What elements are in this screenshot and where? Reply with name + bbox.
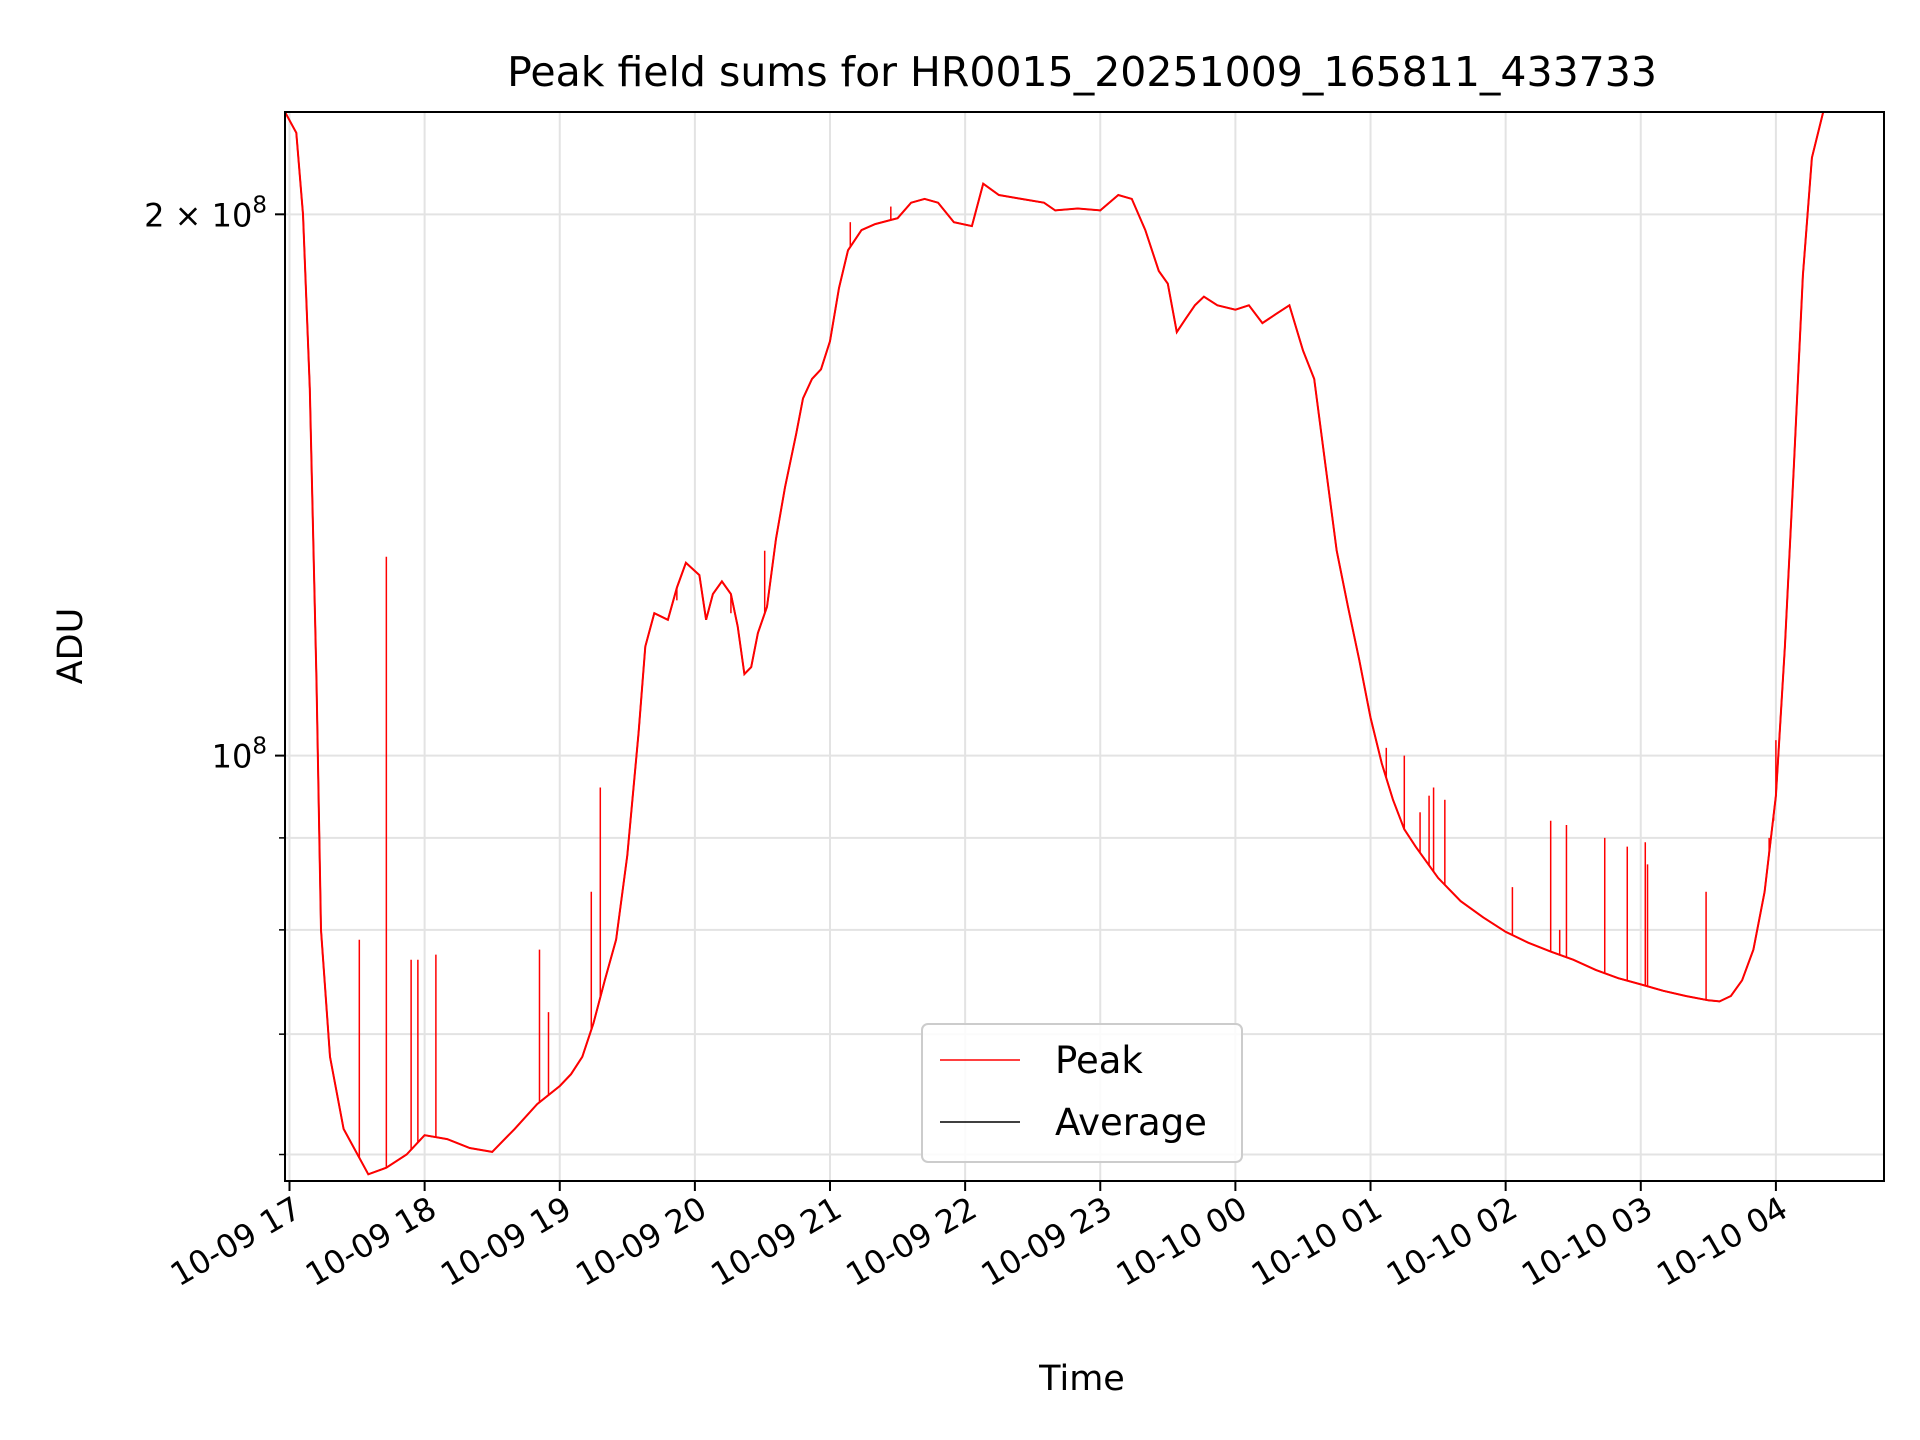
y-tick-label: 2 × 108 xyxy=(144,192,267,234)
x-axis-label: Time xyxy=(1038,1359,1125,1399)
series-peak xyxy=(285,112,1884,1176)
plot-frame xyxy=(284,111,1885,1182)
y-axis: 108 2 × 108 xyxy=(144,192,285,1156)
legend: Peak Average xyxy=(921,1023,1243,1163)
legend-peak-label: Peak xyxy=(1055,1039,1143,1082)
y-tick-label: 108 xyxy=(212,734,267,776)
y-axis-label: ADU xyxy=(51,608,91,685)
legend-average-label: Average xyxy=(1055,1101,1207,1144)
chart-title: Peak field sums for HR0015_20251009_1658… xyxy=(507,48,1657,96)
legend-box xyxy=(921,1023,1243,1163)
